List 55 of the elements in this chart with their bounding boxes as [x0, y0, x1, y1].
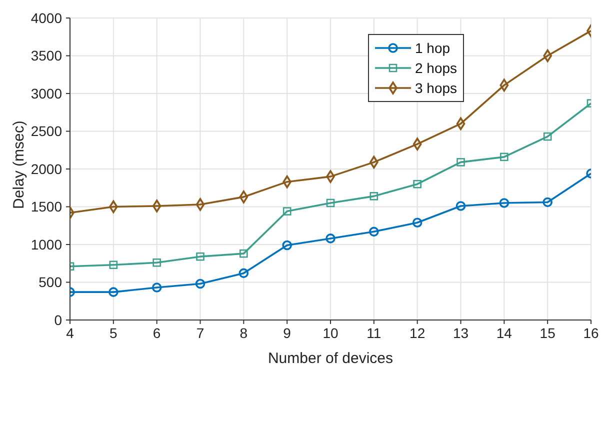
y-tick-label: 1500 [30, 198, 62, 215]
x-tick-label: 5 [110, 324, 118, 341]
y-tick-label: 2000 [30, 160, 62, 177]
y-tick-label: 4000 [30, 10, 62, 26]
legend-label: 1 hop [415, 40, 450, 56]
point [499, 198, 510, 208]
point [196, 252, 204, 261]
point [282, 207, 292, 216]
point [369, 226, 379, 237]
point [456, 117, 466, 130]
y-tick-label: 3000 [30, 85, 62, 102]
point [543, 132, 552, 141]
point [108, 287, 118, 297]
point [196, 198, 205, 211]
point [370, 192, 378, 200]
point [152, 200, 162, 212]
point [152, 258, 161, 267]
point [195, 278, 206, 289]
x-tick-label: 7 [196, 324, 204, 341]
point [542, 197, 552, 208]
x-tick-label: 4 [66, 324, 74, 341]
y-axis-title: Delay (msec) [10, 120, 28, 209]
point [456, 201, 466, 211]
x-tick-label: 10 [322, 324, 338, 341]
point [239, 190, 248, 204]
point [282, 240, 292, 250]
x-tick-label: 11 [366, 324, 382, 341]
point [500, 78, 509, 92]
point [412, 218, 422, 228]
point [413, 180, 422, 188]
point [412, 138, 422, 150]
legend-label: 3 hops [415, 80, 458, 96]
point [456, 158, 465, 166]
y-tick-label: 2500 [30, 123, 62, 140]
point [152, 282, 162, 292]
x-tick-label: 12 [410, 324, 426, 341]
legend-label: 2 hops [415, 60, 458, 76]
x-tick-label: 14 [496, 324, 512, 341]
y-tick-label: 0 [54, 312, 62, 328]
point [240, 249, 248, 258]
point [326, 198, 335, 208]
x-tick-label: 13 [452, 324, 469, 341]
x-tick-label: 9 [283, 324, 292, 341]
y-tick-label: 1000 [30, 236, 62, 252]
point [109, 260, 118, 270]
point [238, 268, 249, 278]
point [500, 152, 508, 162]
x-axis-title: Number of devices [268, 350, 394, 367]
y-tick-label: 500 [38, 274, 62, 290]
x-tick-label: 8 [240, 324, 248, 341]
point [326, 234, 336, 244]
y-tick-label: 3500 [30, 48, 62, 64]
x-tick-label: 16 [583, 324, 599, 341]
x-tick-label: 6 [152, 324, 161, 341]
x-tick-label: 15 [540, 324, 556, 341]
